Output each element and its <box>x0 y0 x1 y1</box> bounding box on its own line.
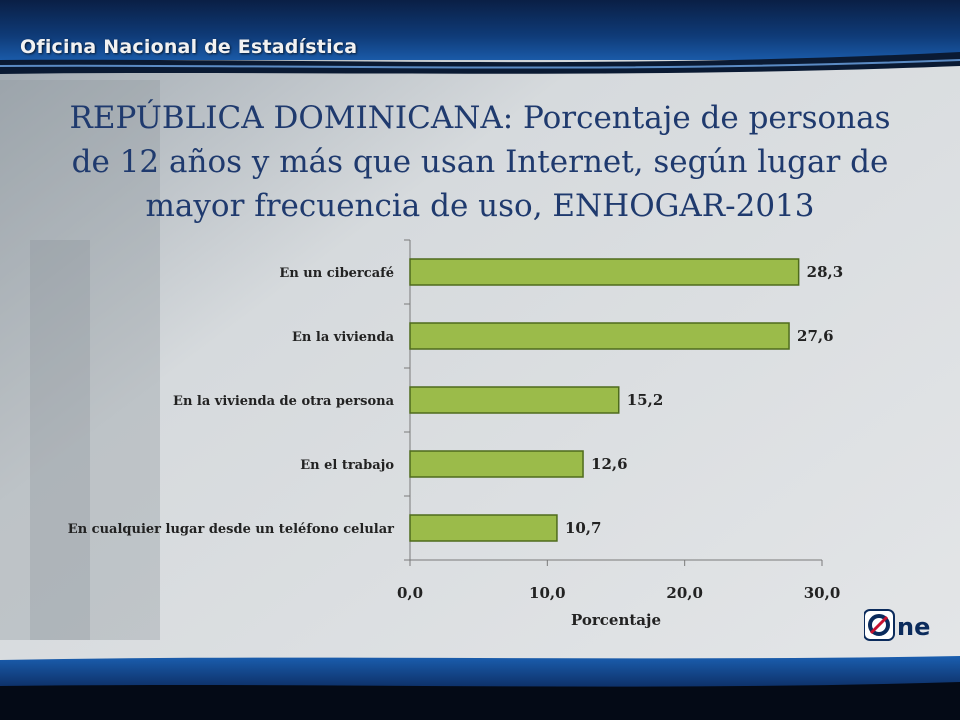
header-bar <box>0 0 960 74</box>
x-tick-label: 0,0 <box>397 584 423 602</box>
svg-text:ne: ne <box>897 613 930 641</box>
category-label: En un cibercafé <box>279 266 394 281</box>
one-logo: ne <box>864 609 930 641</box>
bar-value-label: 15,2 <box>627 391 664 409</box>
bar <box>409 514 558 542</box>
bar-value-label: 12,6 <box>591 455 628 473</box>
title-line-2: de 12 años y más que usan Internet, segú… <box>71 144 889 180</box>
title-line-3: mayor frecuencia de uso, ENHOGAR-2013 <box>145 188 815 224</box>
category-label: En el trabajo <box>300 458 394 473</box>
footer-bar <box>0 656 960 720</box>
org-name: Oficina Nacional de Estadística <box>20 36 358 58</box>
bar-value-label: 28,3 <box>807 263 844 281</box>
page-title: REPÚBLICA DOMINICANA: Porcentaje de pers… <box>40 96 920 228</box>
category-label: En la vivienda <box>292 330 395 345</box>
bar <box>409 386 620 414</box>
category-label: En la vivienda de otra persona <box>173 394 395 409</box>
bar-value-label: 10,7 <box>565 519 602 537</box>
x-tick-label: 10,0 <box>529 584 566 602</box>
x-axis-title: Porcentaje <box>571 611 661 629</box>
bar <box>409 322 790 350</box>
category-label: En cualquier lugar desde un teléfono cel… <box>68 522 394 537</box>
bar <box>409 258 800 286</box>
title-line-1: REPÚBLICA DOMINICANA: Porcentaje de pers… <box>69 100 891 136</box>
bar-value-label: 27,6 <box>797 327 834 345</box>
x-tick-label: 20,0 <box>666 584 703 602</box>
x-tick-label: 30,0 <box>804 584 841 602</box>
bar <box>409 450 584 478</box>
